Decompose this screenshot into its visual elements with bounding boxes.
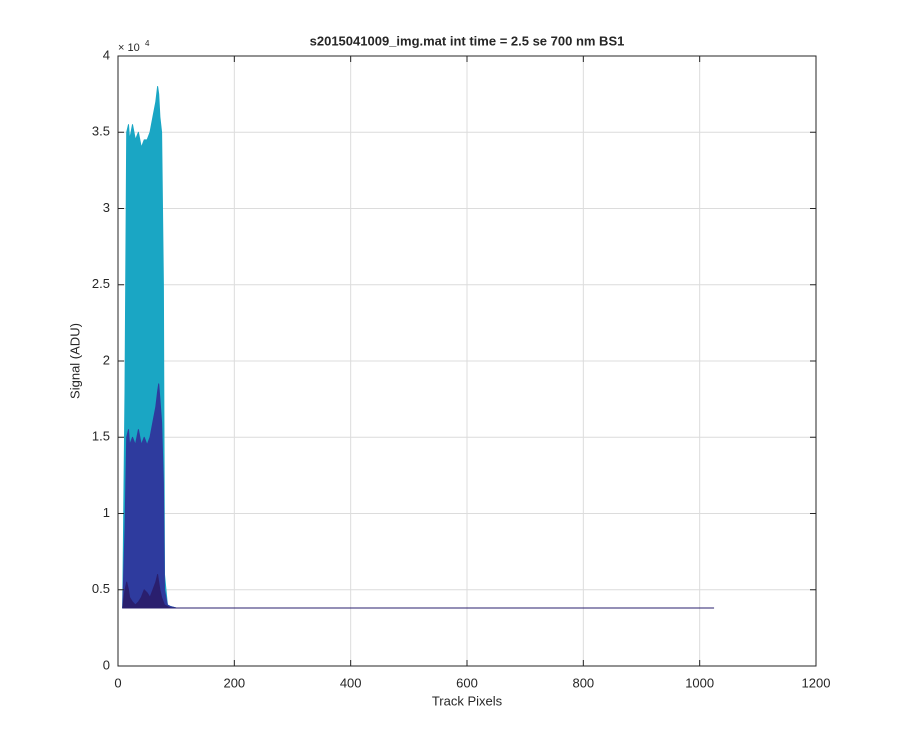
y-axis-label: Signal (ADU)	[67, 323, 82, 399]
x-tick-label: 1200	[802, 675, 831, 690]
x-axis-label: Track Pixels	[432, 693, 503, 708]
axes-box	[117, 55, 817, 667]
axes: 0 200 400 600 800 1000 1200 0 0.5 1 1.5 2 2.5 3 3.5 4	[92, 47, 831, 690]
x-tick-label: 1000	[685, 675, 714, 690]
y-multiplier: × 10	[118, 42, 140, 54]
y-tick-label: 2.5	[92, 276, 110, 291]
y-tick-label: 0	[103, 657, 110, 672]
y-tick-label: 0.5	[92, 581, 110, 596]
x-tick-label: 400	[340, 675, 362, 690]
y-tick-label: 3.5	[92, 124, 110, 139]
x-tick-label: 200	[223, 675, 245, 690]
chart-title: s2015041009_img.mat int time = 2.5 se 70…	[310, 33, 625, 48]
y-tick-label: 3	[103, 200, 110, 215]
y-tick-label: 2	[103, 352, 110, 367]
y-tick-label: 1	[103, 505, 110, 520]
x-tick-label: 800	[572, 675, 594, 690]
y-multiplier-exponent: 4	[145, 39, 150, 48]
series-line	[122, 574, 715, 609]
y-tick-label: 4	[103, 47, 110, 62]
y-tick-label: 1.5	[92, 429, 110, 444]
plot-area	[122, 86, 715, 609]
series-line	[122, 383, 715, 609]
x-tick-label: 600	[456, 675, 478, 690]
x-tick-label: 0	[114, 675, 121, 690]
